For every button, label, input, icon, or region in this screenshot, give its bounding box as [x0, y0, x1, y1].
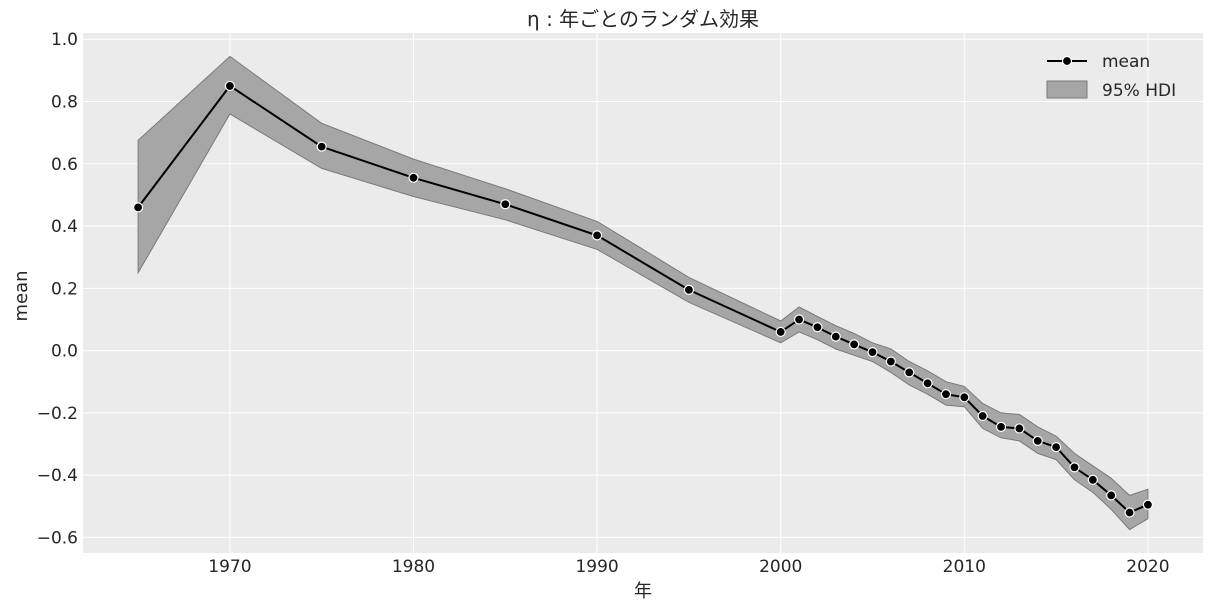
legend-hdi-swatch	[1046, 80, 1088, 99]
legend-hdi-label: 95% HDI	[1102, 81, 1176, 101]
mean-point	[1032, 435, 1043, 447]
x-tick-label: 1970	[208, 557, 251, 577]
y-tick-label: 0.4	[51, 217, 78, 237]
mean-point	[922, 378, 933, 389]
mean-point	[867, 347, 878, 358]
mean-point	[500, 199, 511, 210]
x-tick-label: 1980	[392, 557, 435, 577]
mean-point	[1087, 474, 1098, 485]
mean-point	[224, 80, 235, 92]
mean-point	[408, 172, 419, 183]
y-tick-label: 0.6	[51, 155, 78, 175]
mean-point	[793, 314, 805, 325]
mean-point	[591, 230, 603, 241]
y-tick-label: −0.6	[37, 528, 78, 548]
mean-point	[1124, 507, 1135, 518]
y-tick-label: 0.0	[51, 342, 78, 362]
y-tick-label: −0.4	[37, 466, 78, 486]
x-tick-label: 2000	[759, 557, 802, 577]
x-tick-label: 2010	[943, 557, 986, 577]
mean-point	[977, 410, 988, 422]
y-tick-label: −0.2	[37, 404, 78, 424]
x-tick-label: 1990	[575, 557, 618, 577]
legend: mean 95% HDI	[1046, 52, 1176, 101]
mean-point	[1142, 499, 1154, 510]
mean-point	[1069, 462, 1080, 473]
mean-point	[316, 141, 327, 152]
y-axis-label: mean	[11, 270, 32, 321]
mean-point	[959, 392, 970, 403]
mean-point	[1106, 490, 1117, 501]
mean-point	[849, 339, 860, 350]
mean-point	[885, 356, 896, 367]
x-tick-label: 2020	[1126, 557, 1169, 577]
mean-point	[940, 389, 952, 400]
mean-point	[1051, 442, 1062, 453]
mean-point	[132, 202, 144, 213]
legend-mean-marker	[1061, 55, 1073, 67]
mean-line	[137, 84, 1149, 514]
y-tick-label: 0.2	[51, 279, 78, 299]
chart-title: η : 年ごとのランダム効果	[527, 7, 759, 31]
mean-point	[775, 326, 786, 338]
mean-point	[683, 284, 695, 295]
hdi-band	[137, 55, 1149, 531]
tick-labels: 1970 1980 1990 2000 2010 2020 1.0 0.8 0.6 0.4 0.2 0…	[37, 30, 1170, 577]
y-tick-label: 0.8	[51, 93, 78, 113]
mean-point	[812, 322, 823, 333]
x-axis-label: 年	[634, 581, 652, 602]
mean-point	[904, 367, 915, 378]
mean-point	[1014, 423, 1025, 434]
mean-markers	[132, 80, 1154, 518]
legend-mean-label: mean	[1102, 52, 1150, 72]
mean-point	[830, 331, 841, 342]
y-tick-label: 1.0	[51, 30, 78, 50]
mean-point	[995, 421, 1007, 432]
